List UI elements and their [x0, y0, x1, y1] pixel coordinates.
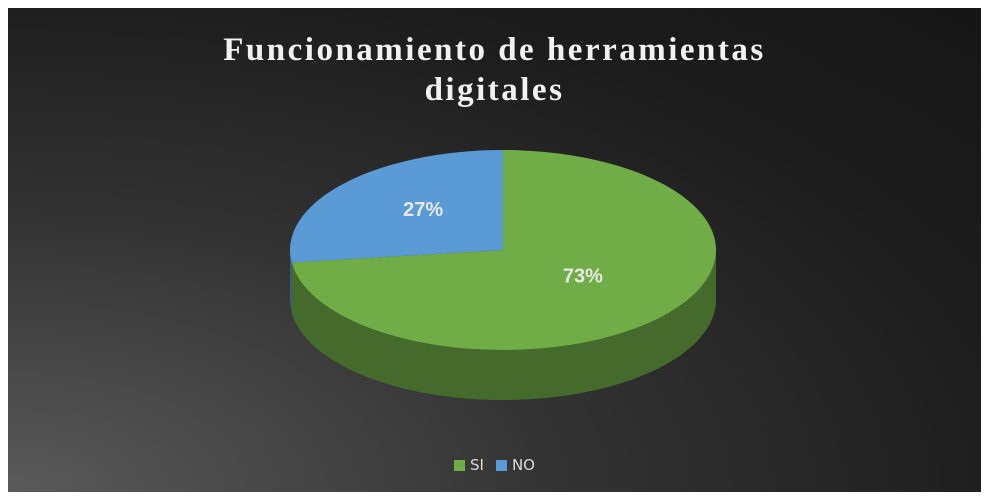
pie-area: 73% 27%	[290, 150, 716, 401]
slice	[291, 150, 716, 350]
legend: SI NO	[8, 456, 981, 474]
chart-title: Funcionamiento de herramientas digitales	[223, 32, 766, 108]
legend-swatch	[495, 459, 507, 471]
slice-side	[291, 250, 716, 401]
legend-label: SI	[470, 456, 484, 474]
slice-side	[290, 250, 292, 313]
data-label: 27%	[403, 199, 443, 221]
legend-label: NO	[511, 456, 535, 474]
legend-item: SI	[454, 456, 484, 474]
legend-item: NO	[495, 456, 535, 474]
data-label: 73%	[563, 265, 603, 287]
legend-swatch	[454, 459, 465, 471]
slice	[290, 150, 503, 263]
chart: Funcionamiento de herramientas digitales…	[8, 8, 981, 492]
